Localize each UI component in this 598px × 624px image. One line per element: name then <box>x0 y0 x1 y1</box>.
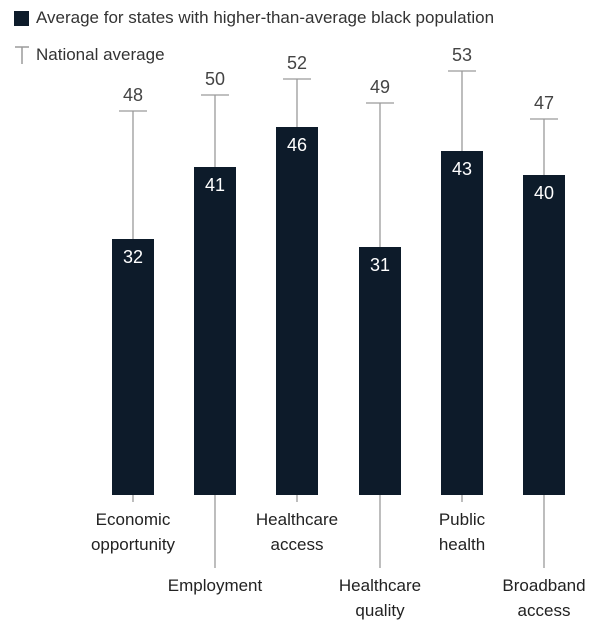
legend-series-label: Average for states with higher-than-aver… <box>36 8 495 27</box>
legend-national-label: National average <box>36 45 165 64</box>
category-label: Public health <box>438 507 486 557</box>
bar <box>359 247 401 495</box>
category-label: Broadband access <box>502 573 586 623</box>
bar-value-label: 32 <box>123 247 143 267</box>
category-label-line: Healthcare <box>338 576 422 595</box>
category-label: Healthcare quality <box>338 573 422 623</box>
category-label-line: Broadband <box>502 576 586 595</box>
category-label-line: Economic <box>95 510 171 529</box>
bar-value-label: 31 <box>370 255 390 275</box>
bar <box>112 239 154 495</box>
bar <box>194 167 236 495</box>
national-average-value-label: 52 <box>287 53 307 73</box>
category-label-line: quality <box>355 601 405 620</box>
bar <box>276 127 318 495</box>
category-label-line: health <box>438 535 486 554</box>
bar <box>441 151 483 495</box>
national-average-value-label: 53 <box>452 45 472 65</box>
bar-value-label: 46 <box>287 135 307 155</box>
national-average-value-label: 48 <box>123 85 143 105</box>
category-label-line: Employment <box>167 576 263 595</box>
legend-national: National average <box>14 45 165 65</box>
category-label-line: Healthcare <box>255 510 339 529</box>
bar-value-label: 40 <box>534 183 554 203</box>
legend-series-swatch <box>14 10 29 26</box>
legend-series: Average for states with higher-than-aver… <box>14 8 494 28</box>
bar-value-label: 43 <box>452 159 472 179</box>
bar <box>523 175 565 495</box>
national-average-marker-icon <box>15 46 29 64</box>
category-label: Healthcare access <box>255 507 339 557</box>
category-label-line: Public <box>438 510 486 529</box>
category-label-line: access <box>517 601 571 620</box>
national-average-value-label: 49 <box>370 77 390 97</box>
national-average-value-label: 50 <box>205 69 225 89</box>
category-label: Employment <box>167 573 263 598</box>
category-label-line: access <box>270 535 324 554</box>
bar-value-label: 41 <box>205 175 225 195</box>
national-average-value-label: 47 <box>534 93 554 113</box>
category-label-line: opportunity <box>90 535 176 554</box>
category-label: Economic opportunity <box>90 507 176 557</box>
